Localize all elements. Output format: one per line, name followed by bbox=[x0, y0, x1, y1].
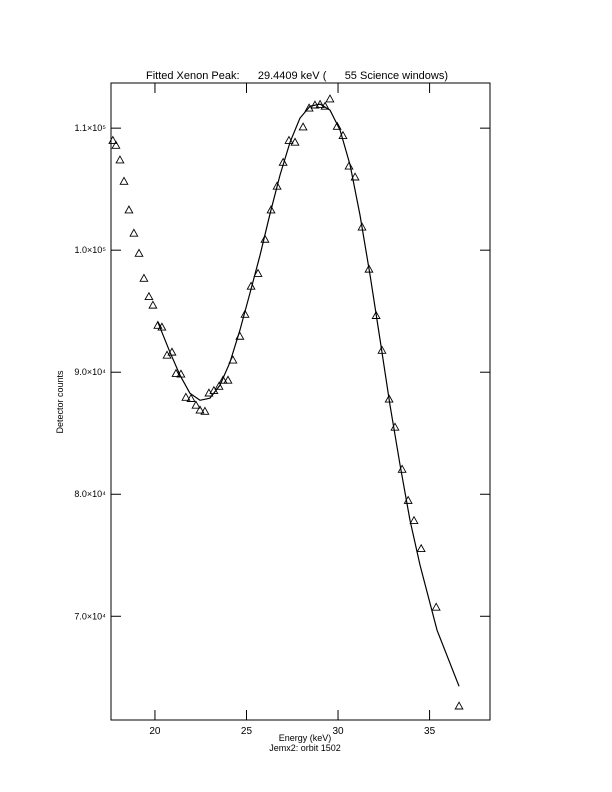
data-point bbox=[195, 405, 205, 414]
data-point bbox=[181, 392, 191, 401]
data-point bbox=[129, 228, 139, 237]
fit-line bbox=[157, 103, 460, 687]
data-point bbox=[253, 268, 263, 277]
data-point bbox=[218, 375, 228, 384]
data-point bbox=[108, 135, 118, 144]
plot-frame bbox=[110, 82, 491, 721]
subtitle: Jemx2: orbit 1502 bbox=[269, 743, 341, 753]
data-point bbox=[266, 205, 276, 214]
x-tick-label: 25 bbox=[241, 726, 253, 737]
x-tick-label: 30 bbox=[332, 726, 344, 737]
data-point bbox=[200, 406, 210, 415]
data-point bbox=[409, 515, 419, 524]
y-tick-label: 8.0×10⁴ bbox=[74, 489, 106, 499]
data-point bbox=[325, 94, 335, 103]
data-point bbox=[214, 381, 224, 390]
data-point bbox=[144, 291, 154, 301]
y-tick-label: 9.0×10⁴ bbox=[74, 367, 106, 377]
data-point bbox=[111, 140, 121, 149]
data-point bbox=[115, 155, 125, 164]
x-axis-label: Energy (keV) bbox=[279, 733, 332, 743]
data-point bbox=[119, 176, 129, 185]
y-tick-label: 1.0×10⁵ bbox=[74, 245, 106, 255]
y-tick-label: 1.1×10⁵ bbox=[74, 123, 106, 133]
data-point bbox=[350, 172, 360, 181]
y-tick-label: 7.0×10⁴ bbox=[74, 611, 106, 621]
data-point bbox=[344, 161, 354, 170]
data-point bbox=[186, 393, 196, 402]
data-point bbox=[290, 137, 300, 146]
data-point bbox=[240, 309, 250, 318]
data-point bbox=[134, 248, 144, 257]
data-point bbox=[431, 602, 441, 611]
data-point bbox=[191, 400, 201, 409]
data-point bbox=[272, 181, 282, 190]
data-point bbox=[148, 300, 158, 309]
data-point bbox=[171, 368, 181, 377]
data-point bbox=[416, 543, 426, 553]
data-point bbox=[454, 701, 464, 710]
data-point bbox=[371, 310, 381, 319]
x-tick-label: 20 bbox=[149, 726, 161, 737]
chart-title: Fitted Xenon Peak: 29.4409 keV ( 55 Scie… bbox=[146, 70, 448, 82]
y-axis-label: Detector counts bbox=[55, 370, 65, 434]
data-point bbox=[260, 234, 270, 243]
data-point bbox=[153, 320, 163, 329]
data-point bbox=[139, 273, 149, 282]
data-point bbox=[298, 122, 308, 131]
data-point bbox=[124, 205, 134, 214]
data-point bbox=[223, 375, 233, 384]
x-tick-label: 35 bbox=[424, 726, 436, 737]
data-point bbox=[332, 121, 342, 130]
